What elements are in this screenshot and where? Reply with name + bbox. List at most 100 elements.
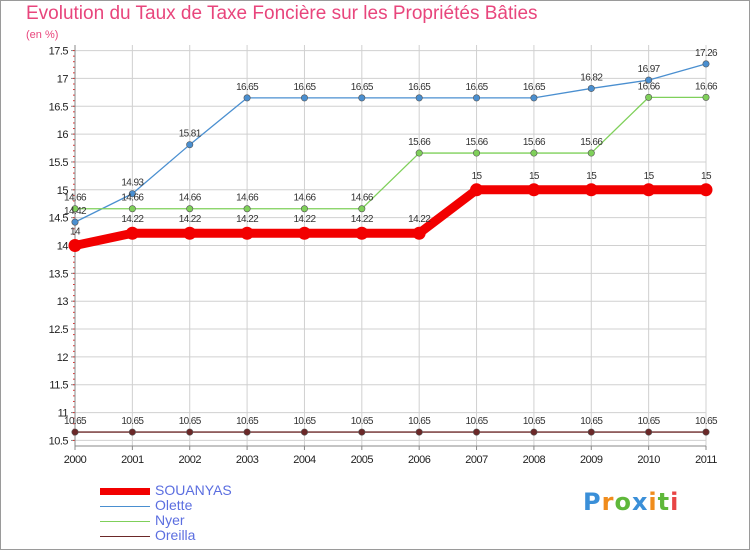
data-label-nyer: 14.66 bbox=[64, 193, 87, 204]
data-label-nyer: 15.66 bbox=[408, 137, 431, 148]
data-point-souanyas bbox=[183, 226, 197, 240]
x-tick-label: 2004 bbox=[293, 454, 316, 466]
logo-letter: t bbox=[657, 488, 671, 516]
data-point-nyer bbox=[300, 205, 308, 213]
data-point-souanyas bbox=[699, 183, 713, 197]
data-label-nyer: 15.66 bbox=[580, 137, 603, 148]
x-tick-label: 2000 bbox=[64, 454, 87, 466]
data-label-nyer: 14.66 bbox=[121, 193, 144, 204]
y-tick-label: 11.5 bbox=[49, 380, 68, 392]
data-point-nyer bbox=[645, 93, 653, 101]
logo-letter: o bbox=[614, 488, 632, 516]
x-tick-label: 2009 bbox=[580, 454, 603, 466]
data-label-nyer: 15.66 bbox=[523, 137, 546, 148]
data-point-oreilla bbox=[415, 428, 423, 436]
y-tick-label: 15.5 bbox=[49, 157, 69, 169]
data-point-souanyas bbox=[355, 226, 369, 240]
data-point-souanyas bbox=[527, 183, 541, 197]
data-point-nyer bbox=[415, 149, 423, 157]
data-label-olette: 16.65 bbox=[466, 82, 489, 93]
legend-label-nyer: Nyer bbox=[155, 512, 185, 528]
data-label-oreilla: 10.65 bbox=[293, 416, 316, 427]
y-tick-label: 17.5 bbox=[49, 46, 69, 58]
data-point-olette bbox=[702, 60, 710, 68]
data-label-olette: 16.65 bbox=[236, 82, 259, 93]
data-point-nyer bbox=[243, 205, 251, 213]
legend-item-souanyas: SOUANYAS bbox=[100, 482, 320, 499]
legend-label-olette: Olette bbox=[155, 497, 193, 513]
data-label-oreilla: 10.65 bbox=[580, 416, 603, 427]
data-point-olette bbox=[71, 218, 79, 226]
data-point-oreilla bbox=[243, 428, 251, 436]
data-label-souanyas: 14.22 bbox=[293, 214, 316, 225]
x-tick-label: 2002 bbox=[178, 454, 201, 466]
data-point-souanyas bbox=[584, 183, 598, 197]
data-label-nyer: 14.66 bbox=[179, 193, 202, 204]
x-tick-label: 2007 bbox=[465, 454, 488, 466]
data-label-souanyas: 14.22 bbox=[179, 214, 202, 225]
y-tick-label: 14.5 bbox=[49, 213, 69, 225]
y-tick-label: 10.5 bbox=[49, 435, 69, 447]
y-tick-label: 14 bbox=[57, 241, 69, 253]
data-point-souanyas bbox=[642, 183, 656, 197]
data-label-olette: 15.81 bbox=[179, 129, 202, 140]
data-point-oreilla bbox=[358, 428, 366, 436]
x-tick-label: 2003 bbox=[236, 454, 259, 466]
data-label-nyer: 14.66 bbox=[351, 193, 374, 204]
data-point-olette bbox=[473, 94, 481, 102]
data-point-oreilla bbox=[587, 428, 595, 436]
data-label-souanyas: 15 bbox=[586, 171, 597, 182]
legend-swatch-oreilla bbox=[100, 536, 150, 537]
data-label-oreilla: 10.65 bbox=[408, 416, 431, 427]
y-tick-label: 13 bbox=[57, 296, 69, 308]
y-tick-label: 12 bbox=[57, 352, 69, 364]
data-point-oreilla bbox=[186, 428, 194, 436]
y-tick-label: 13.5 bbox=[49, 268, 69, 280]
y-tick-label: 12.5 bbox=[49, 324, 69, 336]
data-label-souanyas: 15 bbox=[529, 171, 540, 182]
legend-label-souanyas: SOUANYAS bbox=[155, 482, 232, 498]
data-label-oreilla: 10.65 bbox=[64, 416, 87, 427]
data-label-olette: 16.65 bbox=[351, 82, 374, 93]
proxiti-logo: Proxiti bbox=[583, 488, 679, 516]
data-label-oreilla: 10.65 bbox=[523, 416, 546, 427]
data-point-oreilla bbox=[71, 428, 79, 436]
data-label-souanyas: 15 bbox=[472, 171, 483, 182]
data-label-nyer: 16.66 bbox=[695, 81, 718, 92]
data-point-nyer bbox=[128, 205, 136, 213]
data-point-olette bbox=[530, 94, 538, 102]
data-label-olette: 16.65 bbox=[523, 82, 546, 93]
data-point-souanyas bbox=[412, 226, 426, 240]
legend-swatch-nyer bbox=[100, 521, 150, 522]
data-label-souanyas: 14.22 bbox=[236, 214, 259, 225]
x-tick-label: 2005 bbox=[351, 454, 374, 466]
x-tick-label: 2008 bbox=[523, 454, 546, 466]
data-point-oreilla bbox=[300, 428, 308, 436]
data-point-olette bbox=[243, 94, 251, 102]
data-label-oreilla: 10.65 bbox=[179, 416, 202, 427]
chart-title: Evolution du Taux de Taxe Foncière sur l… bbox=[26, 3, 538, 24]
data-point-oreilla bbox=[645, 428, 653, 436]
data-point-souanyas bbox=[125, 226, 139, 240]
x-tick-label: 2001 bbox=[121, 454, 144, 466]
data-label-olette: 14.42 bbox=[64, 206, 87, 217]
data-point-nyer bbox=[473, 149, 481, 157]
data-point-oreilla bbox=[530, 428, 538, 436]
data-point-olette bbox=[415, 94, 423, 102]
series-line-souanyas bbox=[70, 185, 711, 250]
data-label-oreilla: 10.65 bbox=[351, 416, 374, 427]
logo-letter: i bbox=[648, 488, 658, 516]
data-label-olette: 16.65 bbox=[408, 82, 431, 93]
data-label-oreilla: 10.65 bbox=[638, 416, 661, 427]
data-point-oreilla bbox=[473, 428, 481, 436]
data-label-souanyas: 14.22 bbox=[408, 214, 431, 225]
logo-letter: P bbox=[583, 488, 602, 516]
data-point-olette bbox=[300, 94, 308, 102]
data-point-olette bbox=[358, 94, 366, 102]
data-label-olette: 14.93 bbox=[121, 178, 144, 189]
data-point-olette bbox=[186, 141, 194, 149]
data-label-oreilla: 10.65 bbox=[695, 416, 718, 427]
data-point-olette bbox=[587, 84, 595, 92]
data-label-nyer: 16.66 bbox=[638, 81, 661, 92]
